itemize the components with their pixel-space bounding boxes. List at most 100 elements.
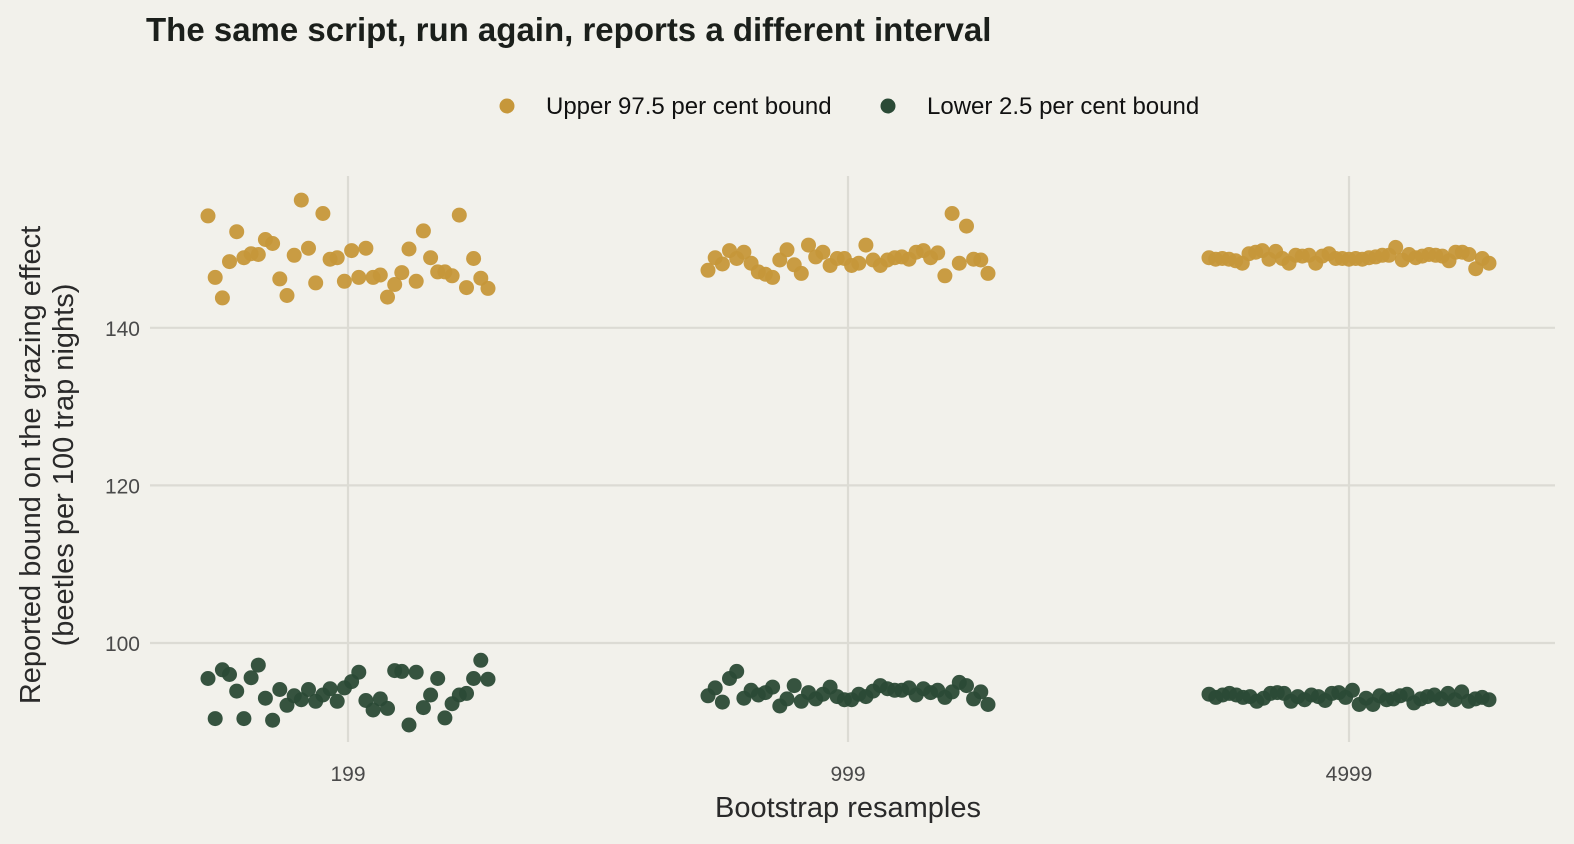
upper-bound-point [301,240,316,256]
tick-labels: 100 120 140 199 999 4999 [105,318,1372,786]
upper-bound-point [250,247,266,262]
upper-bound-point [1481,255,1497,271]
upper-bound-point [466,251,482,266]
lower-bound-point [729,663,745,679]
y-axis-title-line-2: (beetles per 100 trap nights) [48,284,80,647]
lower-bound-point [459,685,474,701]
upper-bound-point [380,289,395,305]
legend: Upper 97.5 per cent bound Lower 2.5 per … [499,93,1199,120]
upper-bound-point [459,280,474,296]
lower-bound-point [714,694,730,710]
upper-bound-point [401,241,417,257]
x-tick-label: 999 [830,763,865,786]
upper-bound-point [973,252,989,268]
upper-bound-point [387,277,403,292]
upper-bound-point [200,208,216,224]
lower-bound-point [415,700,431,716]
upper-bound-point [351,269,367,285]
lower-bound-point [365,702,381,718]
upper-bound-point [308,275,324,291]
upper-bound-point [714,256,730,272]
data-points [200,192,1497,733]
lower-bound-point [394,663,410,679]
lower-bound-point [408,664,424,680]
upper-bound-point [415,223,431,239]
x-axis-title: Bootstrap resamples [715,792,981,824]
upper-bound-point [765,269,781,285]
upper-bound-point [207,269,223,285]
x-tick-label: 4999 [1326,763,1373,786]
lower-bound-point [437,710,453,726]
lower-bound-point [229,683,245,699]
y-tick-label: 140 [105,318,140,341]
upper-bound-point [344,243,360,259]
legend-label-lower: Lower 2.5 per cent bound [927,93,1199,120]
upper-bound-point [779,242,795,258]
upper-bound-point [480,280,496,296]
upper-bound-point [272,271,288,287]
lower-bound-point [1344,682,1360,698]
lower-bound-point [959,678,974,694]
lower-bound-point [329,693,345,709]
x-tick-label: 199 [330,763,365,786]
upper-bound-point [214,290,230,306]
upper-bound-point [944,206,960,221]
lower-bound-point [250,657,266,673]
upper-bound-point [358,240,374,256]
upper-bound-point [372,267,388,283]
lower-bound-point [973,684,989,700]
upper-bound-point [265,236,281,251]
lower-bound-point [480,671,496,687]
lower-bound-point [222,667,237,682]
lower-bound-point [265,712,281,728]
upper-bound-point [930,245,946,261]
y-axis-title-line-1: Reported bound on the grazing effect [15,226,47,704]
upper-bound-point [951,255,967,271]
y-tick-label: 120 [105,475,140,498]
upper-bound-point [229,224,245,240]
legend-marker-upper [499,98,515,114]
upper-bound-point [451,207,467,223]
y-tick-label: 100 [105,633,140,656]
upper-bound-point [801,237,816,253]
upper-bound-point [959,218,974,234]
lower-bound-point [779,691,795,707]
upper-bound-point [408,273,424,289]
upper-bound-point [858,237,874,253]
lower-bound-point [257,690,273,706]
upper-bound-point [286,247,302,263]
lower-bound-point [765,679,781,695]
lower-bound-point [473,652,489,668]
upper-bound-point [851,255,867,271]
lower-bound-point [200,671,216,686]
lower-bound-point [380,700,395,716]
legend-marker-lower [880,98,896,114]
upper-bound-point [736,244,752,260]
lower-bound-point [207,711,223,727]
lower-bound-point [236,711,252,727]
lower-bound-point [423,687,439,703]
upper-bound-point [279,288,295,303]
upper-bound-point [1461,247,1477,262]
lower-bound-point [401,717,417,733]
upper-bound-point [329,250,345,266]
lower-bound-point [707,680,723,696]
upper-bound-point [1388,239,1404,255]
chart-title: The same script, run again, reports a di… [146,11,991,48]
upper-bound-point [423,250,439,266]
legend-label-upper: Upper 97.5 per cent bound [546,93,832,120]
upper-bound-point [793,265,809,281]
upper-bound-point [315,206,331,221]
upper-bound-point [293,192,309,208]
lower-bound-point [430,671,446,686]
lower-bound-point [1481,692,1497,708]
upper-bound-point [937,268,953,284]
y-axis-title: Reported bound on the grazing effect (be… [15,226,80,704]
lower-bound-point [322,681,338,697]
upper-bound-point [444,268,460,284]
upper-bound-point [815,244,831,260]
upper-bound-point [700,262,716,278]
lower-bound-point [786,678,802,694]
